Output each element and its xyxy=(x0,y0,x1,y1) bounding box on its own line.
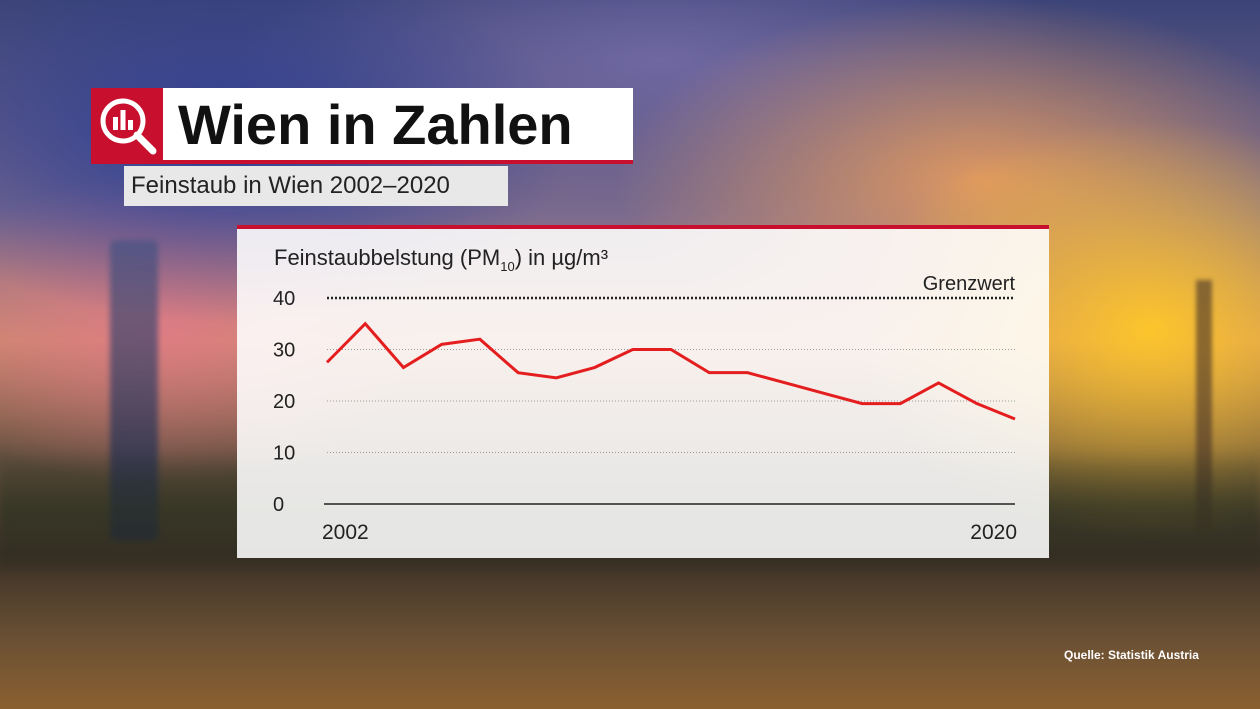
y-tick-label: 40 xyxy=(273,288,295,310)
subtitle-panel xyxy=(124,166,508,206)
chart-subtitle: Feinstaub in Wien 2002–2020 xyxy=(131,172,450,199)
y-tick-label: 30 xyxy=(273,340,295,362)
title-underline xyxy=(91,160,633,164)
limit-label: Grenzwert xyxy=(923,273,1016,295)
logo-badge xyxy=(91,88,163,161)
y-tick-label: 0 xyxy=(273,494,284,516)
source-credit: Quelle: Statistik Austria xyxy=(1064,648,1199,662)
series-line xyxy=(325,321,1016,421)
y-tick-label: 10 xyxy=(273,443,295,465)
chart-card xyxy=(237,225,1049,558)
x-tick-label: 2002 xyxy=(322,521,369,544)
x-tick-label: 2020 xyxy=(970,521,1017,544)
magnifier-bar-chart-icon xyxy=(100,98,157,155)
page-title: Wien in Zahlen xyxy=(178,93,573,156)
y-tick-label: 20 xyxy=(273,391,295,413)
line-chart: Feinstaubbelstung (PM10) in µg/m³ 0 10 20 3… xyxy=(273,245,1017,544)
title-panel xyxy=(163,88,633,161)
y-axis-label: Feinstaubbelstung (PM10) in µg/m³ xyxy=(274,245,608,274)
